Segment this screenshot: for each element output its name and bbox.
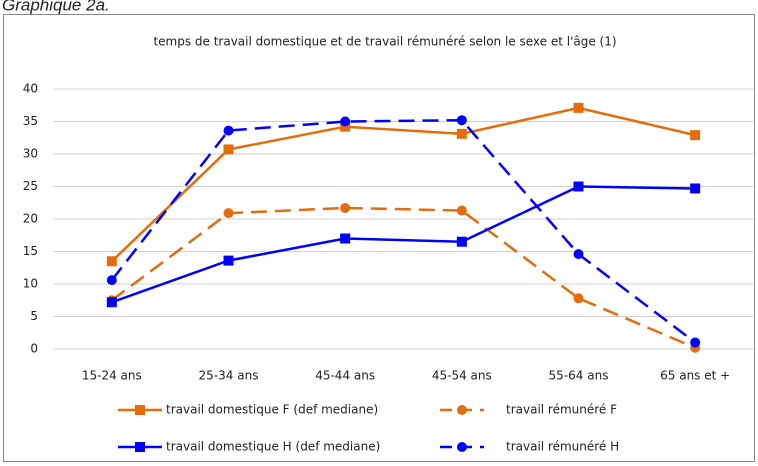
series-line [110, 106, 696, 263]
x-tick-label: 55-64 ans [549, 369, 609, 383]
legend-marker [135, 405, 145, 415]
legend-label: travail domestique H (def mediane) [166, 440, 380, 454]
series-line [110, 118, 696, 344]
series-line [111, 185, 696, 304]
x-tick-label: 25-34 ans [199, 369, 259, 383]
x-tick-label: 65 ans et + [660, 369, 730, 383]
legend-label: travail domestique F (def mediane) [166, 403, 378, 417]
legend-label: travail rémunéré F [506, 403, 617, 417]
data-point [223, 144, 234, 155]
legend-marker [457, 442, 467, 452]
y-tick-label: 15 [23, 244, 38, 258]
data-point [456, 205, 467, 216]
chart-title: temps de travail domestique et de travai… [153, 35, 616, 49]
data-point [340, 233, 351, 244]
data-point [573, 102, 584, 113]
data-point [573, 249, 584, 260]
data-point [106, 297, 117, 308]
y-tick-label: 5 [30, 309, 38, 323]
data-point [573, 293, 584, 304]
data-point [223, 255, 234, 266]
data-point [223, 208, 234, 219]
series-line [111, 206, 696, 349]
y-tick-label: 0 [30, 342, 38, 356]
y-tick-label: 40 [23, 82, 38, 96]
legend-label: travail rémunéré H [506, 440, 619, 454]
data-point [340, 202, 351, 213]
y-tick-label: 25 [23, 179, 38, 193]
x-tick-label: 45-54 ans [432, 369, 492, 383]
data-point [573, 181, 584, 192]
data-point [456, 115, 467, 126]
x-tick-label: 15-24 ans [82, 369, 142, 383]
data-point [690, 130, 701, 141]
y-tick-label: 20 [23, 212, 38, 226]
chart-frame [3, 14, 755, 462]
data-point [690, 183, 701, 194]
data-point [223, 125, 234, 136]
legend-marker [135, 442, 145, 452]
data-point [340, 116, 351, 127]
legend-marker [457, 405, 467, 415]
y-tick-label: 30 [23, 147, 38, 161]
data-point [340, 121, 351, 132]
header: Graphique 2a. [2, 0, 110, 14]
x-tick-label: 45-44 ans [315, 369, 375, 383]
data-point [106, 256, 117, 267]
data-point [690, 337, 701, 348]
data-point [456, 128, 467, 139]
y-tick-label: 10 [23, 277, 38, 291]
data-point [456, 236, 467, 247]
data-point [106, 275, 117, 286]
y-tick-label: 35 [23, 114, 38, 128]
